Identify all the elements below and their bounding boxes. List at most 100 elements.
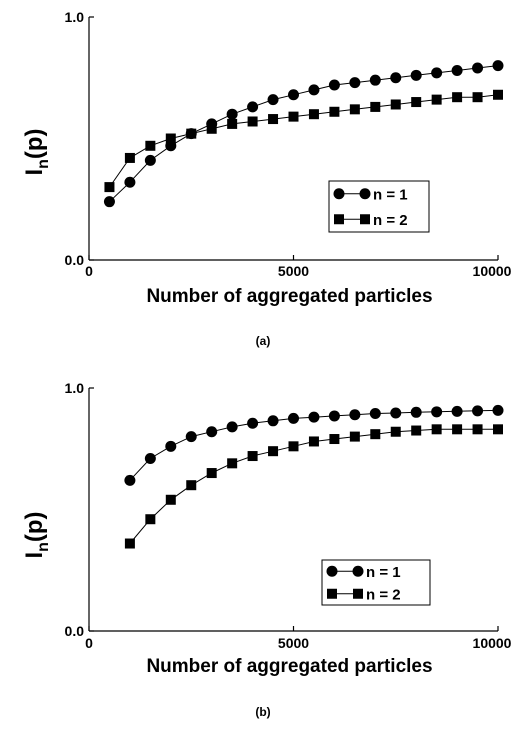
y-axis-title-main: I xyxy=(21,169,48,176)
data-point-n1 xyxy=(165,440,177,452)
legend-box xyxy=(321,559,431,606)
x-tick-label: 10000 xyxy=(473,635,512,651)
data-point-n1 xyxy=(410,406,422,418)
data-point-n1 xyxy=(267,415,279,427)
data-point-n1 xyxy=(451,64,463,76)
data-point-n2 xyxy=(288,111,299,122)
legend-swatch-marker xyxy=(353,588,363,599)
data-point-n1 xyxy=(308,84,320,96)
y-axis-title-subscript: n xyxy=(35,159,52,169)
data-point-n1 xyxy=(267,94,279,106)
data-point-n2 xyxy=(165,133,176,144)
y-axis-title-subscript: n xyxy=(35,542,52,552)
data-point-n1 xyxy=(451,405,463,417)
data-point-n2 xyxy=(124,538,135,549)
data-point-n1 xyxy=(124,176,136,188)
data-point-n2 xyxy=(308,109,319,120)
y-axis-title: In(p) xyxy=(21,128,52,175)
data-point-n2 xyxy=(186,128,197,139)
chart-panel-b: 0 5000 10000 0.0 1.0 Number of aggregated par… xyxy=(21,380,512,719)
data-point-n2 xyxy=(411,425,422,436)
data-point-n2 xyxy=(431,94,442,105)
data-point-n2 xyxy=(493,89,503,100)
data-point-n2 xyxy=(411,97,422,108)
legend-swatch-marker xyxy=(359,188,371,200)
x-axis-title: Number of aggregated particles xyxy=(146,656,432,677)
y-axis-title: In(p) xyxy=(21,511,52,558)
data-point-n1 xyxy=(472,405,484,417)
y-tick-label: 1.0 xyxy=(65,9,85,25)
data-point-n1 xyxy=(328,410,340,422)
data-point-n1 xyxy=(390,407,402,419)
y-axis-title-suffix: (p) xyxy=(21,128,48,159)
data-point-n1 xyxy=(349,77,361,89)
data-point-n2 xyxy=(370,429,381,440)
data-point-n1 xyxy=(492,404,504,416)
data-point-n1 xyxy=(369,74,381,86)
data-point-n2 xyxy=(124,152,135,163)
data-point-n1 xyxy=(247,101,259,113)
data-point-n1 xyxy=(206,426,218,438)
x-tick-label: 5000 xyxy=(278,263,309,279)
y-axis-title-main: I xyxy=(21,552,48,559)
data-point-n2 xyxy=(247,451,258,462)
data-point-n2 xyxy=(472,92,483,103)
data-point-n1 xyxy=(472,62,484,74)
data-point-n2 xyxy=(104,182,115,193)
data-point-n1 xyxy=(308,411,320,423)
legend-box xyxy=(328,180,430,233)
data-point-n2 xyxy=(165,494,176,505)
legend-label-n1: n = 1 xyxy=(373,186,408,203)
legend-swatch-marker xyxy=(360,214,370,225)
data-point-n2 xyxy=(370,101,381,112)
y-tick-label: 1.0 xyxy=(65,380,85,396)
data-point-n1 xyxy=(431,406,443,418)
legend: n = 1 n = 2 xyxy=(321,559,431,606)
data-point-n2 xyxy=(329,434,340,445)
panel-label: (a) xyxy=(256,334,271,348)
chart-panel-a: 0 5000 10000 0.0 1.0 Number of aggregated par… xyxy=(21,9,512,348)
data-point-n2 xyxy=(186,480,197,491)
data-point-n2 xyxy=(227,118,238,129)
data-point-n1 xyxy=(288,89,299,101)
data-point-n2 xyxy=(431,424,442,435)
y-tick-label: 0.0 xyxy=(65,252,85,268)
legend-swatch-marker xyxy=(333,188,345,200)
data-point-n2 xyxy=(145,514,156,525)
data-point-n2 xyxy=(206,123,217,134)
legend-swatch-marker xyxy=(334,214,344,225)
legend-swatch-marker xyxy=(352,565,364,577)
data-point-n2 xyxy=(206,468,217,479)
data-point-n1 xyxy=(328,79,340,91)
data-point-n1 xyxy=(410,69,422,81)
legend: n = 1 n = 2 xyxy=(328,180,430,233)
x-tick-label: 0 xyxy=(85,263,93,279)
data-point-n2 xyxy=(268,446,279,457)
data-point-n1 xyxy=(390,72,402,84)
data-point-n1 xyxy=(349,409,361,421)
data-point-n1 xyxy=(492,60,504,72)
data-point-n1 xyxy=(124,474,136,486)
legend-label-n2: n = 2 xyxy=(373,212,408,229)
panel-label: (b) xyxy=(255,705,270,719)
data-point-n2 xyxy=(390,99,401,110)
data-point-n2 xyxy=(390,426,401,437)
x-tick-label: 5000 xyxy=(278,635,309,651)
data-point-n2 xyxy=(349,104,360,115)
data-point-n2 xyxy=(145,140,156,151)
data-point-n2 xyxy=(452,92,463,103)
data-point-n1 xyxy=(144,154,156,166)
data-point-n1 xyxy=(185,431,197,443)
y-axis-title-suffix: (p) xyxy=(21,511,48,542)
data-point-n2 xyxy=(472,424,483,435)
data-point-n2 xyxy=(268,114,279,125)
legend-label-n2: n = 2 xyxy=(366,586,401,603)
data-point-n1 xyxy=(226,421,238,433)
data-point-n1 xyxy=(103,196,115,208)
x-tick-label: 10000 xyxy=(473,263,512,279)
data-point-n1 xyxy=(431,67,443,79)
x-axis-title: Number of aggregated particles xyxy=(146,286,432,307)
legend-swatch-marker xyxy=(327,588,337,599)
data-point-n1 xyxy=(226,108,238,120)
